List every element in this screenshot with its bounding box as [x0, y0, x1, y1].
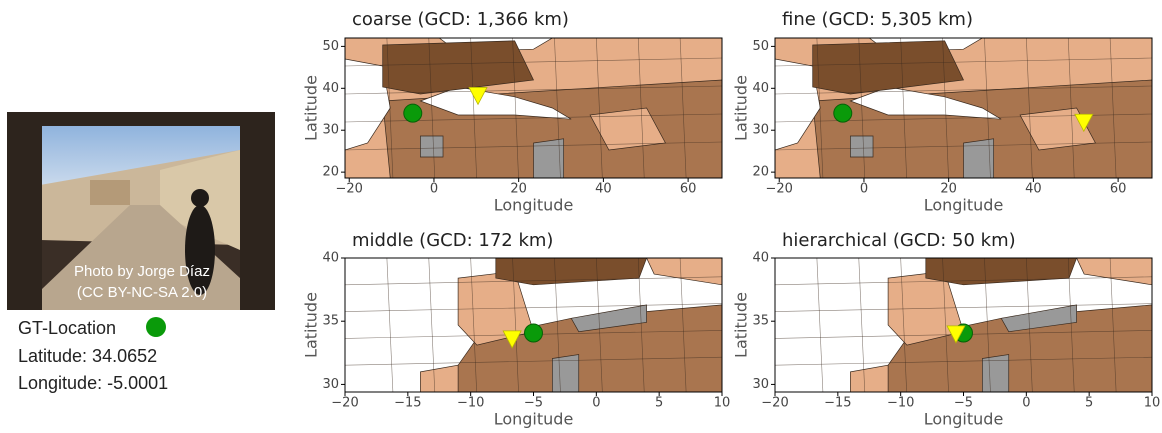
chart-title: middle (GCD: 172 km) — [352, 230, 553, 251]
x-axis-label: Longitude — [494, 410, 574, 429]
x-tick-label: −15 — [824, 396, 851, 411]
x-tick-label: −20 — [336, 182, 363, 197]
y-tick-label: 40 — [322, 251, 339, 266]
y-tick-label: 30 — [752, 377, 769, 392]
map-region — [420, 136, 443, 157]
x-tick-label: 40 — [595, 182, 612, 197]
x-tick-label: 20 — [510, 182, 527, 197]
y-tick-label: 50 — [322, 39, 339, 54]
map-background — [345, 38, 722, 178]
gt-marker — [834, 104, 852, 122]
x-axis-label: Longitude — [924, 196, 1004, 215]
chart: middle (GCD: 172 km) Longitude Latitude −20… — [302, 230, 731, 429]
x-axis-label: Longitude — [924, 410, 1004, 429]
x-tick-label: 20 — [940, 182, 957, 197]
photo-credit: Photo by Jorge Díaz — [74, 263, 210, 280]
x-tick-label: 40 — [1025, 182, 1042, 197]
y-axis-label: Latitude — [302, 292, 321, 358]
x-tick-label: 0 — [860, 182, 868, 197]
x-axis-label: Longitude — [494, 196, 574, 215]
gt-marker — [524, 324, 542, 342]
y-axis-label: Latitude — [732, 292, 751, 358]
chart: hierarchical (GCD: 50 km) Longitude Latitu… — [732, 230, 1161, 429]
y-tick-label: 20 — [322, 165, 339, 180]
gt-latitude: Latitude: 34.0652 — [18, 346, 157, 366]
y-tick-label: 20 — [752, 165, 769, 180]
y-tick-label: 30 — [322, 123, 339, 138]
gt-legend-marker — [146, 317, 166, 337]
y-tick-label: 50 — [752, 39, 769, 54]
x-tick-label: −5 — [524, 396, 543, 411]
gt-marker — [404, 104, 422, 122]
y-axis-label: Latitude — [302, 75, 321, 141]
chart: coarse (GCD: 1,366 km) Longitude Latitude −… — [302, 9, 723, 215]
gt-longitude: Longitude: -5.0001 — [18, 373, 168, 393]
x-tick-label: −5 — [954, 396, 973, 411]
x-tick-label: −10 — [457, 396, 484, 411]
y-tick-label: 35 — [322, 314, 339, 329]
y-tick-label: 40 — [752, 251, 769, 266]
x-tick-label: −10 — [887, 396, 914, 411]
photo: Photo by Jorge Díaz (CC BY-NC-SA 2.0) — [7, 112, 275, 310]
x-tick-label: 60 — [680, 182, 697, 197]
x-tick-label: 0 — [430, 182, 438, 197]
gt-label: GT-Location — [18, 318, 116, 338]
x-tick-label: −20 — [331, 396, 358, 411]
chart-title: fine (GCD: 5,305 km) — [782, 9, 973, 30]
map-region — [850, 136, 873, 157]
y-tick-label: 35 — [752, 314, 769, 329]
x-tick-label: −20 — [761, 396, 788, 411]
chart: fine (GCD: 5,305 km) Longitude Latitude −20… — [732, 9, 1153, 215]
x-tick-label: 10 — [1144, 396, 1161, 411]
x-tick-label: 60 — [1110, 182, 1127, 197]
figure: Photo by Jorge Díaz (CC BY-NC-SA 2.0) GT… — [0, 0, 1162, 433]
y-axis-label: Latitude — [732, 75, 751, 141]
photo-credit: (CC BY-NC-SA 2.0) — [77, 284, 207, 301]
y-tick-label: 30 — [322, 377, 339, 392]
x-tick-label: 0 — [592, 396, 600, 411]
map-background — [775, 38, 1152, 178]
x-tick-label: 5 — [1085, 396, 1093, 411]
y-tick-label: 30 — [752, 123, 769, 138]
chart-title: coarse (GCD: 1,366 km) — [352, 9, 569, 30]
x-tick-label: 10 — [714, 396, 731, 411]
x-tick-label: 0 — [1022, 396, 1030, 411]
x-tick-label: 5 — [655, 396, 663, 411]
x-tick-label: −20 — [766, 182, 793, 197]
y-tick-label: 40 — [322, 81, 339, 96]
x-tick-label: −15 — [394, 396, 421, 411]
chart-title: hierarchical (GCD: 50 km) — [782, 230, 1016, 251]
y-tick-label: 40 — [752, 81, 769, 96]
